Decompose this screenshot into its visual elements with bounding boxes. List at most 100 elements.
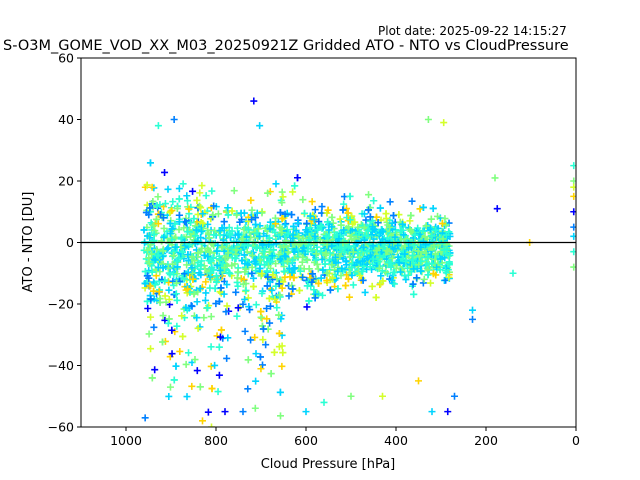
data-point (395, 211, 403, 219)
data-point (196, 189, 204, 197)
data-point (410, 265, 418, 273)
x-axis-label: Cloud Pressure [hPa] (261, 457, 396, 472)
data-point (207, 313, 215, 321)
data-point (149, 198, 157, 206)
data-point (219, 260, 227, 268)
data-point (147, 313, 155, 321)
data-point (188, 382, 196, 390)
data-point (265, 234, 273, 242)
data-point (159, 264, 167, 272)
data-point (441, 215, 449, 223)
data-point (288, 282, 296, 290)
data-point (299, 196, 307, 204)
data-point (402, 257, 410, 265)
data-point (204, 220, 212, 228)
data-point (385, 223, 393, 231)
data-point (324, 218, 332, 226)
data-point (202, 289, 210, 297)
data-point (314, 226, 322, 234)
data-point (365, 191, 373, 199)
data-point (170, 116, 178, 123)
data-point (223, 354, 231, 362)
data-point (156, 298, 164, 306)
data-point (361, 288, 369, 296)
data-point (442, 231, 450, 239)
chart-title: S-O3M_GOME_VOD_XX_M03_20250921Z Gridded … (3, 38, 569, 54)
data-point (439, 229, 447, 237)
data-point (408, 197, 416, 205)
data-point (429, 204, 437, 212)
data-point (175, 185, 183, 193)
data-point (242, 233, 250, 241)
data-point (368, 282, 376, 290)
data-point (250, 97, 258, 105)
data-point (374, 257, 382, 265)
data-point (181, 270, 189, 278)
data-point (570, 192, 576, 200)
data-point (201, 296, 209, 304)
data-point (165, 278, 173, 286)
data-point (328, 223, 336, 231)
data-point (319, 266, 327, 274)
data-point (337, 272, 345, 280)
data-point (151, 366, 159, 374)
data-point (299, 235, 307, 243)
data-point (154, 220, 162, 228)
data-point (275, 311, 283, 319)
data-point (285, 292, 293, 300)
data-point (224, 204, 232, 212)
data-point (165, 296, 173, 304)
data-point (248, 263, 256, 271)
data-point (147, 250, 155, 258)
data-point (493, 205, 501, 213)
data-point (306, 224, 314, 232)
data-point (202, 278, 210, 286)
data-point (309, 270, 317, 278)
data-point (206, 248, 214, 256)
data-point (339, 206, 347, 214)
data-point (410, 290, 418, 298)
data-point (570, 263, 576, 271)
data-point (190, 256, 198, 264)
scatter-points (140, 97, 576, 427)
data-point (263, 282, 271, 290)
data-point (159, 247, 167, 255)
data-point (333, 244, 341, 252)
data-point (197, 234, 205, 242)
data-point (401, 250, 409, 258)
data-point (342, 282, 350, 290)
data-point (169, 248, 177, 256)
data-point (222, 308, 230, 316)
data-point (240, 251, 248, 259)
data-point (370, 235, 378, 243)
data-point (228, 207, 236, 215)
data-point (169, 260, 177, 268)
data-point (146, 204, 154, 212)
data-point (275, 280, 283, 288)
data-point (289, 234, 297, 242)
data-point (176, 347, 184, 355)
data-point (388, 276, 396, 284)
data-point (426, 225, 434, 233)
data-point (308, 248, 316, 256)
data-point (175, 218, 183, 226)
data-point (256, 264, 264, 272)
data-point (169, 198, 177, 206)
data-point (141, 414, 149, 422)
data-point (352, 239, 360, 247)
data-point (389, 268, 397, 276)
data-point (417, 257, 425, 265)
data-point (252, 221, 260, 229)
data-point (247, 196, 255, 204)
x-tick-label: 800 (204, 433, 228, 448)
data-point (281, 221, 289, 229)
x-tick-label: 400 (384, 433, 408, 448)
data-point (188, 253, 196, 261)
data-point (427, 279, 435, 287)
data-point (294, 174, 302, 182)
data-point (242, 265, 250, 273)
data-point (220, 218, 228, 226)
data-point (376, 229, 384, 237)
data-point (173, 204, 181, 212)
data-point (354, 249, 362, 257)
